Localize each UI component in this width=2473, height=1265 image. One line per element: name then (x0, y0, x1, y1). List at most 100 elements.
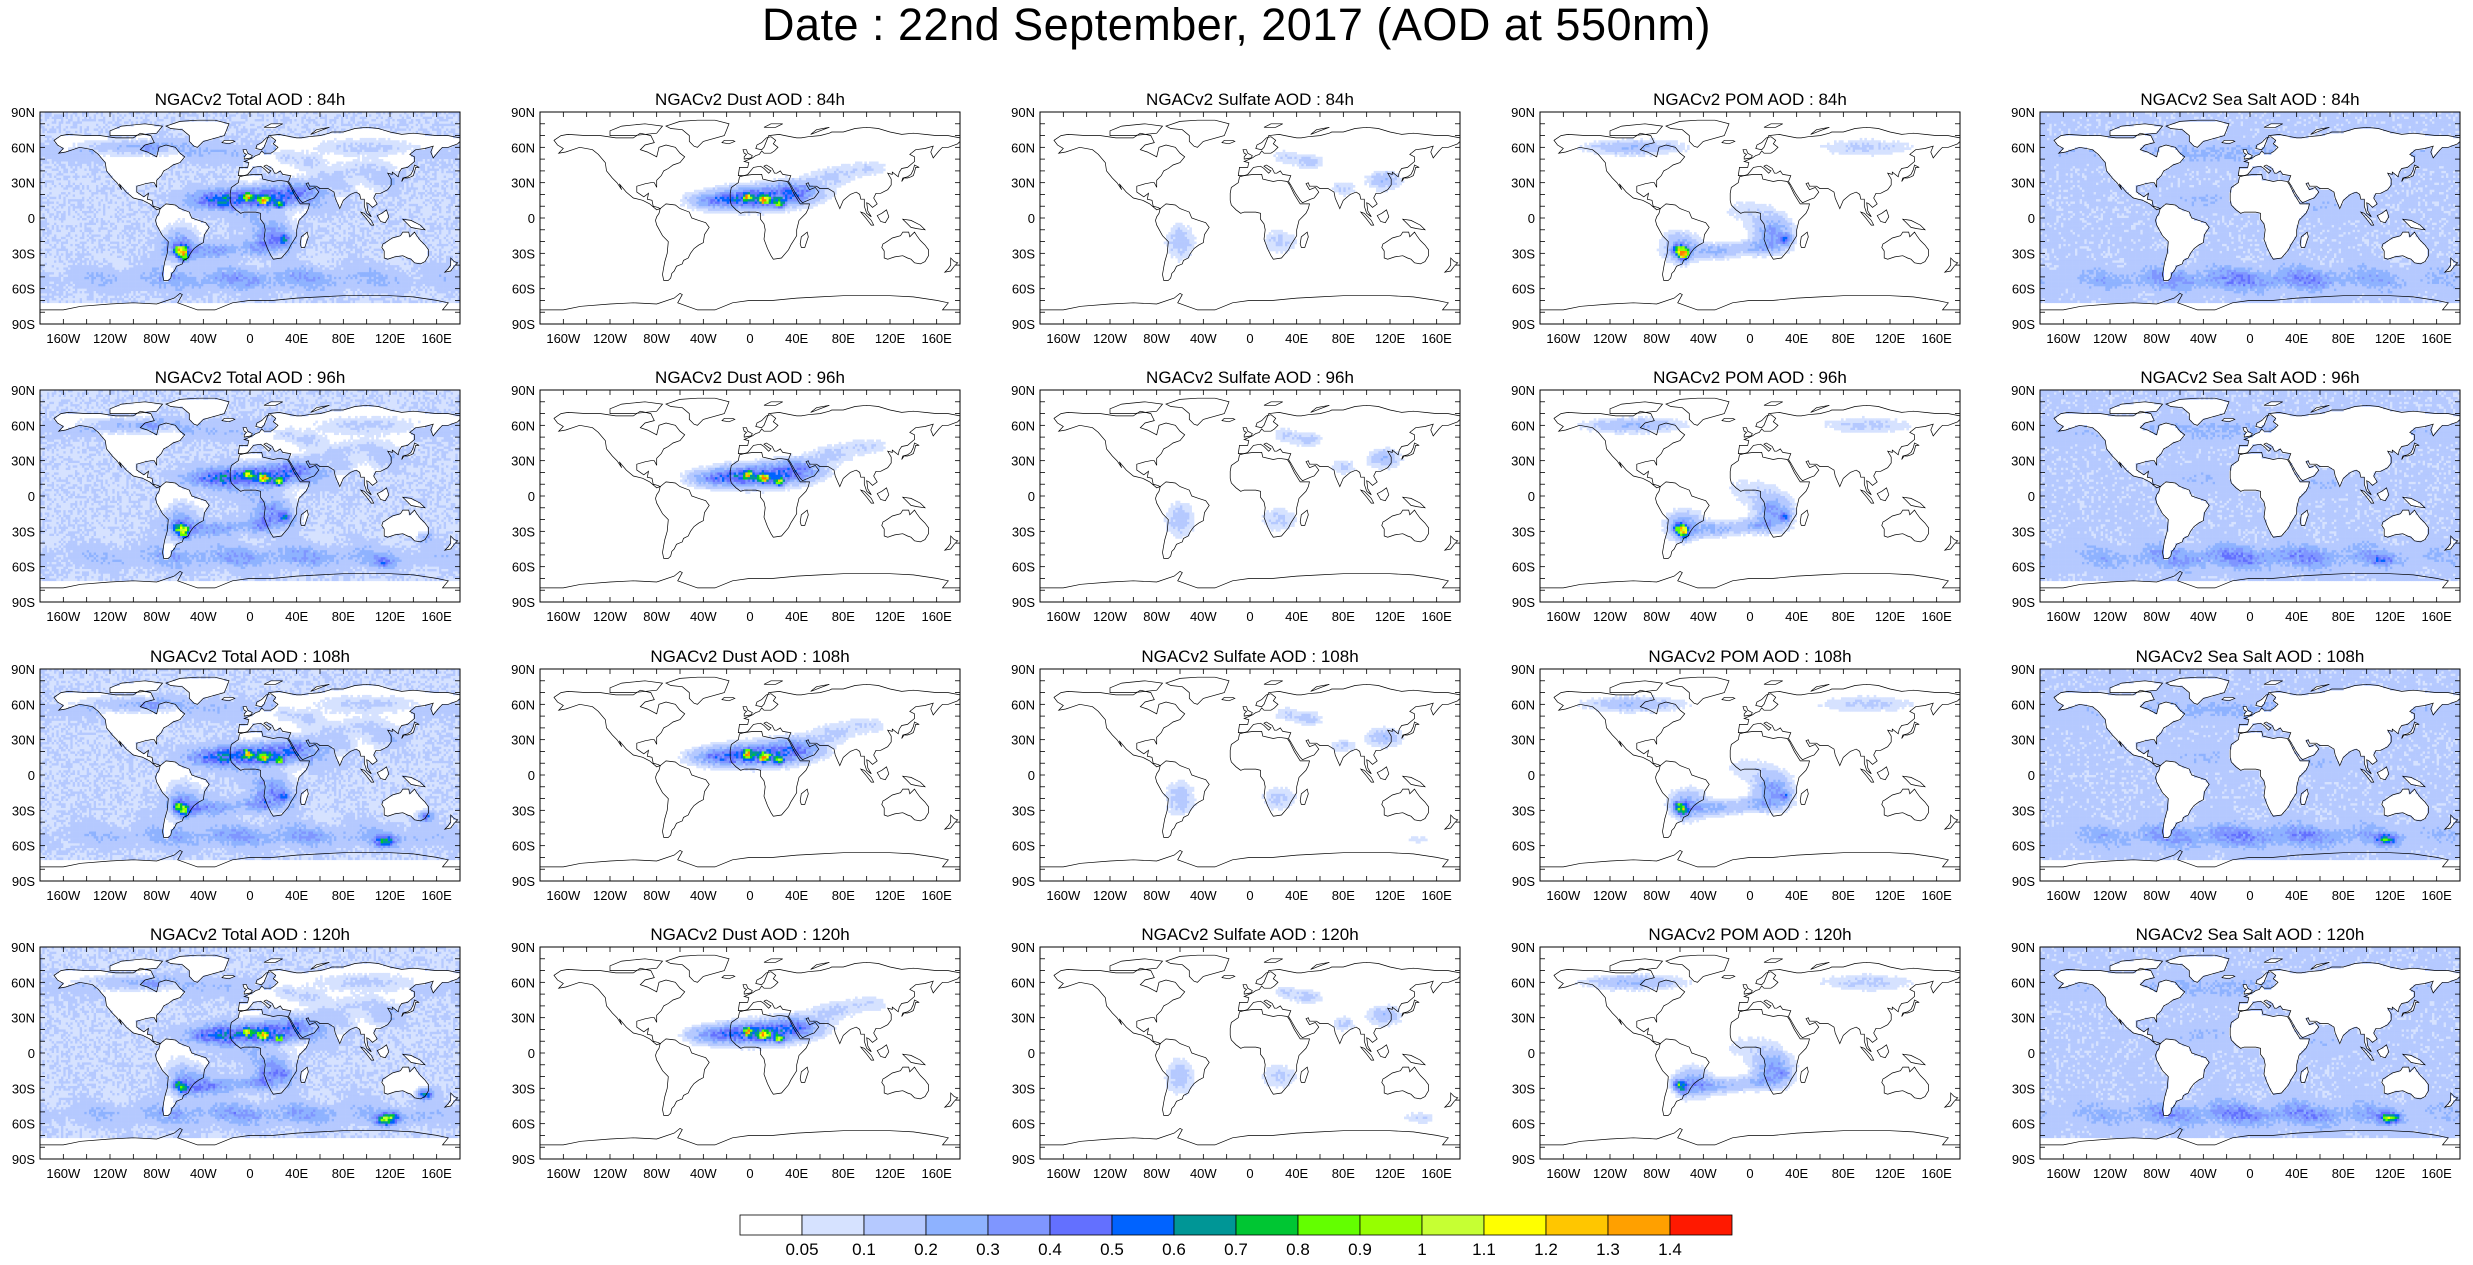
lon-tick-label: 120W (593, 888, 628, 903)
coastline-arcticIsl (1610, 402, 1663, 414)
lon-tick-label: 80E (832, 888, 855, 903)
lat-tick-label: 60N (1011, 975, 1035, 990)
lon-tick-label: 40W (1690, 1166, 1717, 1181)
coastlines (1040, 120, 1460, 310)
lon-tick-label: 0 (1746, 331, 1753, 346)
lon-tick-label: 0 (1246, 609, 1253, 624)
lon-tick-label: 40E (2285, 609, 2308, 624)
coastline-madagascar (1800, 789, 1808, 804)
lat-tick-label: 0 (1028, 211, 1035, 226)
lat-tick-label: 90N (1511, 105, 1535, 120)
lon-tick-label: 80W (1643, 609, 1670, 624)
lon-tick-label: 80E (1832, 609, 1855, 624)
lat-tick-label: 0 (1028, 489, 1035, 504)
coastline-arcticIsl (1610, 959, 1663, 971)
lat-tick-label: 0 (1528, 489, 1535, 504)
lon-tick-label: 120E (375, 1166, 406, 1181)
lon-tick-label: 120E (2375, 609, 2406, 624)
lon-tick-label: 120E (1875, 609, 1906, 624)
coastline-iceland (1722, 975, 1735, 979)
lon-tick-label: 120E (1375, 609, 1406, 624)
lon-tick-label: 40W (1190, 331, 1217, 346)
lon-tick-label: 40W (1190, 609, 1217, 624)
lat-tick-label: 30N (511, 176, 535, 191)
coastline-novaya (1311, 684, 1330, 691)
lon-tick-label: 160E (1421, 1166, 1452, 1181)
aod-field (678, 996, 886, 1050)
lat-tick-label: 60S (12, 282, 35, 297)
coastline-northAmerica (1054, 968, 1185, 1045)
coastline-svalbard (1764, 402, 1783, 406)
panel-title: NGACv2 Total AOD : 108h (40, 647, 460, 667)
lat-tick-label: 30S (512, 1081, 535, 1096)
lon-tick-label: 0 (2246, 331, 2253, 346)
map-frame (1040, 112, 1460, 324)
lon-tick-label: 80E (1832, 888, 1855, 903)
lon-tick-label: 160W (46, 331, 81, 346)
lat-tick-label: 90S (2012, 874, 2035, 889)
lon-tick-label: 0 (746, 331, 753, 346)
coastline-borneo (1877, 488, 1889, 501)
coastline-newGuinea (903, 497, 925, 508)
lat-tick-label: 30S (2012, 246, 2035, 261)
lat-tick-label: 60S (1512, 1117, 1535, 1132)
lat-tick-label: 60S (1012, 282, 1035, 297)
lat-tick-label: 30S (12, 246, 35, 261)
coastline-antarctica (1540, 571, 1960, 588)
lon-tick-label: 80E (2332, 1166, 2355, 1181)
lon-tick-label: 120W (93, 888, 128, 903)
lon-tick-label: 40W (190, 609, 217, 624)
aod-field (2040, 669, 2460, 860)
colorbar-label: 0.1 (852, 1240, 876, 1259)
lat-tick-label: 30S (512, 524, 535, 539)
coastline-southAmerica (656, 482, 710, 559)
lat-tick-label: 90N (11, 105, 35, 120)
coastline-novaya (1311, 405, 1330, 412)
lat-tick-label: 60N (1511, 975, 1535, 990)
panel-title: NGACv2 Total AOD : 84h (40, 90, 460, 110)
lat-tick-label: 60S (512, 282, 535, 297)
lat-tick-label: 0 (28, 211, 35, 226)
coastline-iceland (1222, 418, 1235, 422)
coastline-greenland (1166, 120, 1229, 147)
lat-tick-label: 30N (1511, 1011, 1535, 1026)
lon-tick-label: 0 (746, 1166, 753, 1181)
lon-tick-label: 120W (93, 331, 128, 346)
lat-tick-label: 30S (1512, 803, 1535, 818)
lat-tick-label: 90S (12, 1152, 35, 1167)
coastline-borneo (1877, 1045, 1889, 1058)
lat-tick-label: 90N (511, 662, 535, 677)
lon-tick-label: 120W (1093, 609, 1128, 624)
lat-tick-label: 0 (28, 1046, 35, 1061)
lat-tick-label: 90S (2012, 317, 2035, 332)
lat-tick-label: 60N (1011, 697, 1035, 712)
coastline-japan (1402, 443, 1420, 460)
lon-tick-label: 120W (593, 609, 628, 624)
coastline-newGuinea (1403, 497, 1425, 508)
coastline-britain (1243, 150, 1252, 159)
lon-tick-label: 120W (93, 1166, 128, 1181)
lon-tick-label: 80W (2143, 331, 2170, 346)
lat-tick-label: 60S (2012, 839, 2035, 854)
lat-tick-label: 90S (512, 874, 535, 889)
coastline-borneo (877, 1045, 889, 1058)
coastline-madagascar (800, 510, 808, 525)
lat-tick-label: 0 (1528, 1046, 1535, 1061)
lon-tick-label: 120W (2093, 331, 2128, 346)
lat-tick-label: 30N (1511, 454, 1535, 469)
coastline-australia (1382, 232, 1429, 264)
coastline-greenland (1166, 398, 1229, 425)
lon-tick-label: 80W (643, 331, 670, 346)
coastline-japan (1402, 165, 1420, 182)
